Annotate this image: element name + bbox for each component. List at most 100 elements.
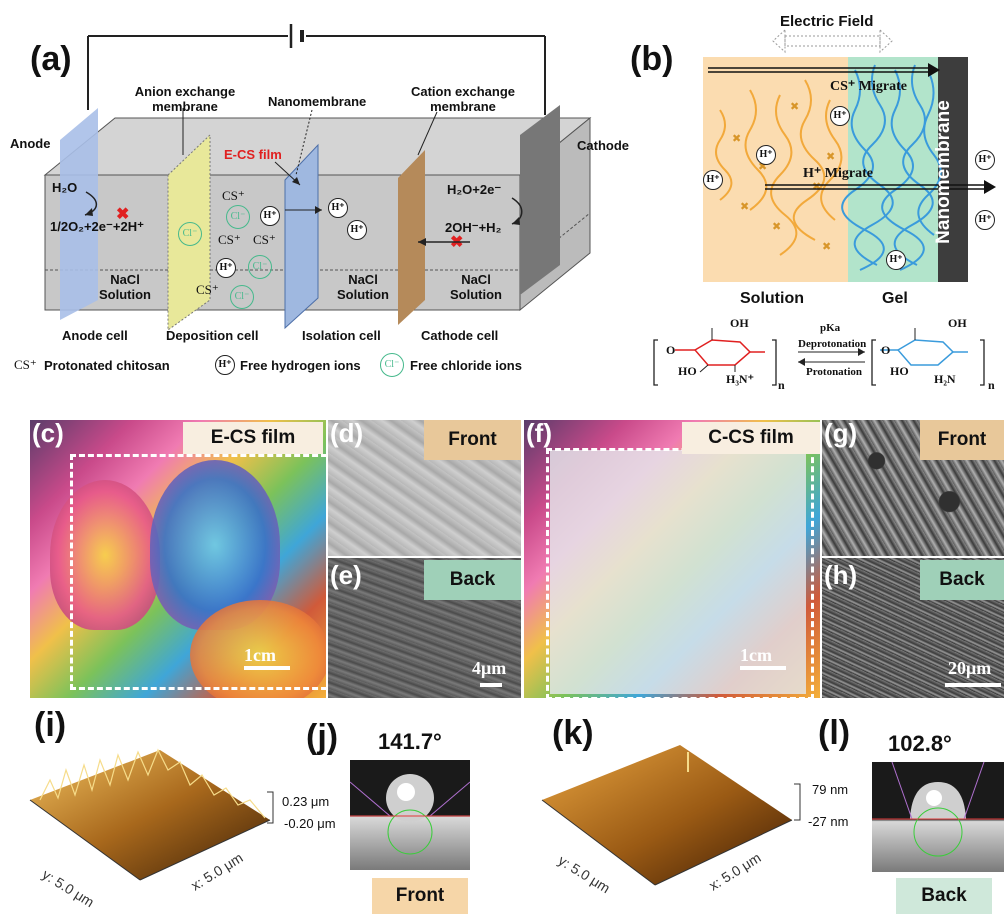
panel-e-scale: 4μm — [472, 658, 507, 678]
panel-c-label: (c) — [32, 418, 64, 448]
o-label-2: O — [881, 343, 891, 357]
h-migrate-label: H⁺ Migrate — [803, 166, 873, 181]
gelation-diagram: ✖ ✖ ✖ ✖ ✖ ✖ ✖ ✖ — [703, 28, 996, 282]
panel-k-zmin: -27 nm — [808, 814, 849, 829]
chitosan-ion: CS⁺ — [222, 188, 245, 203]
panel-j-droplet — [350, 774, 470, 855]
ho-label-2: HO — [890, 364, 909, 378]
panel-f-scale-bar — [740, 666, 786, 670]
hydrogen-ion: H⁺ — [975, 210, 995, 230]
chitosan-structure — [653, 328, 985, 386]
panel-f-title: C-CS film — [682, 422, 820, 454]
hydrogen-ion: H⁺ — [975, 150, 995, 170]
hydrogen-ion: H⁺ — [756, 145, 776, 165]
panel-l-label: (l) — [818, 714, 851, 752]
chloride-ion: Cl⁻ — [226, 205, 250, 229]
isolation-solution-line1: NaCl — [348, 272, 378, 287]
panel-l-tag: Back — [896, 878, 992, 914]
hydrogen-ion: H⁺ — [886, 250, 906, 270]
cell-label-cathode: Cathode cell — [421, 328, 499, 343]
anode-eq-bottom: 1/2O₂+2e⁻+2H⁺ — [50, 219, 144, 234]
ho-label-1: HO — [678, 364, 697, 378]
chloride-ion: Cl⁻ — [178, 222, 202, 246]
anion-membrane-line2: membrane — [152, 99, 218, 114]
panel-l-droplet — [872, 762, 1004, 857]
chloride-ion: Cl⁻ — [230, 285, 254, 309]
legend-chloride-icon: Cl⁻ — [380, 353, 404, 377]
panel-k-zmax: 79 nm — [812, 782, 849, 797]
anode-label: Anode — [10, 136, 51, 151]
anode-solution-label: NaCl Solution — [95, 272, 155, 302]
panel-h-scale: 20μm — [948, 658, 992, 678]
panel-g-label: (g) — [824, 418, 858, 448]
cathode-label: Cathode — [577, 138, 629, 153]
hydrogen-ion: H⁺ — [703, 170, 723, 190]
panel-h-scale-bar — [945, 683, 1001, 687]
panel-k-label: (k) — [552, 714, 594, 752]
panel-i-zmax: 0.23 μm — [282, 794, 330, 809]
panel-l-angle: 102.8° — [888, 731, 952, 756]
panel-j-label: (j) — [306, 718, 339, 756]
panel-b-label: (b) — [630, 40, 674, 78]
cs-migrate-label: CS⁺ Migrate — [830, 79, 907, 94]
panel-e-tag: Back — [424, 560, 521, 600]
cation-membrane-label: Cation exchange membrane — [398, 84, 528, 114]
panel-a: (a) ✖ ✖ — [0, 0, 640, 390]
cathode-eq-bottom: 2OH⁻+H₂ — [445, 220, 502, 235]
cation-membrane-line1: Cation exchange — [410, 84, 516, 99]
svg-text:✖: ✖ — [822, 241, 831, 253]
anode-eq-top: H₂O — [52, 180, 78, 195]
panel-c-scale: 1cm — [244, 645, 276, 665]
panel-f-label: (f) — [526, 418, 552, 448]
hydrogen-ion: H⁺ — [830, 106, 850, 126]
electric-field-label: Electric Field — [780, 13, 874, 30]
oh-label-2: OH — [948, 316, 967, 330]
panel-h-tag: Back — [920, 560, 1004, 600]
solution-label: Solution — [740, 290, 804, 307]
cation-membrane-line2: membrane — [430, 99, 496, 114]
panel-j-angle: 141.7° — [378, 729, 442, 754]
svg-text:✖: ✖ — [772, 221, 781, 233]
gel-label: Gel — [882, 290, 908, 307]
chitosan-ion: CS⁺ — [196, 282, 219, 297]
svg-text:✖: ✖ — [790, 101, 799, 113]
panel-j-tag: Front — [372, 878, 468, 914]
anion-membrane-label: Anion exchange membrane — [120, 84, 250, 114]
cathode-solution-line1: NaCl — [461, 272, 491, 287]
panel-f-scale: 1cm — [740, 645, 772, 665]
panel-h-label: (h) — [824, 560, 858, 590]
isolation-solution-line2: Solution — [337, 287, 389, 302]
protonation-label: Protonation — [806, 366, 863, 378]
electrolysis-cell-diagram: ✖ ✖ — [43, 24, 592, 331]
legend-cs-symbol: CS⁺ — [14, 357, 37, 372]
panel-d-tag: Front — [424, 420, 521, 460]
svg-text:✖: ✖ — [812, 181, 821, 193]
anion-membrane-line1: Anion exchange — [134, 84, 236, 99]
cathode-solution-line2: Solution — [450, 287, 502, 302]
o-label-1: O — [666, 343, 676, 357]
hydrogen-ion: H⁺ — [328, 198, 348, 218]
panel-i-zmin: -0.20 μm — [284, 816, 336, 831]
chitosan-ion: CS⁺ — [218, 232, 241, 247]
h2n-label: H₂N — [934, 372, 956, 386]
deprotonation-label: Deprotonation — [798, 338, 867, 350]
cathode-eq-top: H₂O+2e⁻ — [447, 182, 502, 197]
cell-label-anode: Anode cell — [62, 328, 128, 343]
cathode-solution-label: NaCl Solution — [446, 272, 506, 302]
panel-c-title: E-CS film — [183, 422, 323, 454]
nanomembrane-vertical-label: Nanomembrane — [933, 100, 954, 244]
panel-a-label: (a) — [30, 40, 72, 78]
anode-solution-line1: NaCl — [110, 272, 140, 287]
panel-k-afm-surface — [541, 745, 793, 886]
oh-label-1: OH — [730, 316, 749, 330]
cell-label-deposition: Deposition cell — [166, 328, 259, 343]
panel-d-label: (d) — [330, 418, 364, 448]
legend-cs-text: Protonated chitosan — [44, 358, 170, 373]
n-label-2: n — [988, 378, 995, 392]
cell-label-isolation: Isolation cell — [302, 328, 381, 343]
hydrogen-ion: H⁺ — [216, 258, 236, 278]
nanomembrane-label: Nanomembrane — [268, 94, 367, 109]
pka-label: pKa — [820, 322, 841, 334]
isolation-solution-label: NaCl Solution — [333, 272, 393, 302]
panel-i-zscale-bracket — [267, 791, 274, 824]
